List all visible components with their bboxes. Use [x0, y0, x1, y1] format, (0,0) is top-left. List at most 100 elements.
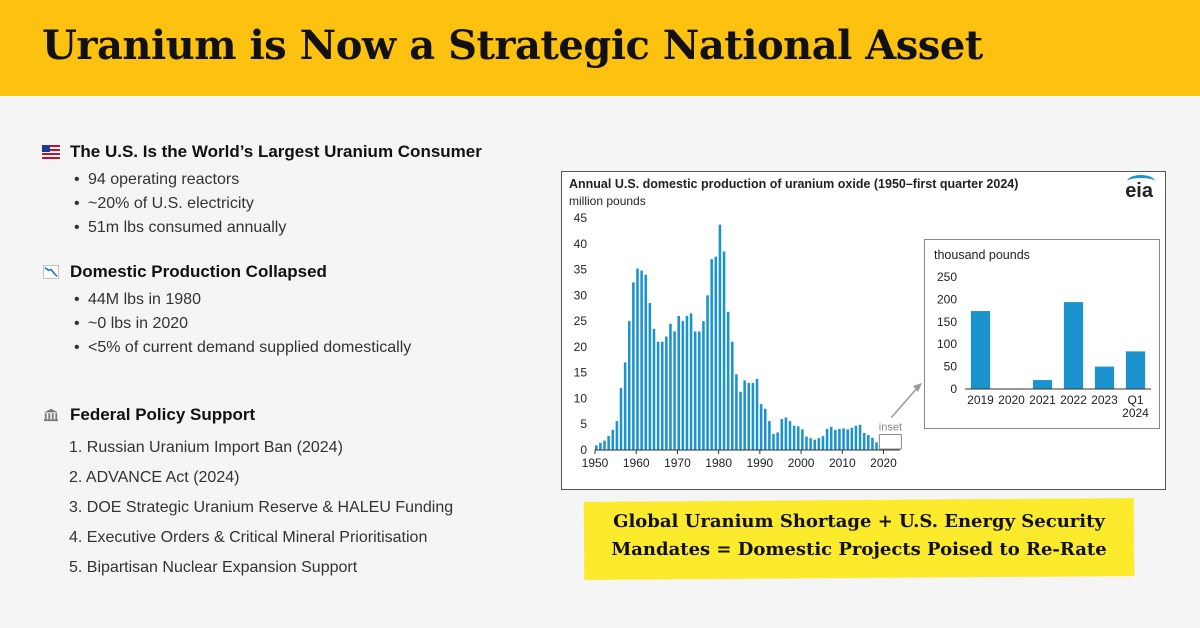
policy-heading: Federal Policy Support	[42, 405, 453, 425]
x-tick-label: 1950	[582, 456, 609, 470]
y-tick-label: 35	[574, 263, 588, 277]
bar	[846, 429, 849, 450]
bar	[681, 321, 685, 450]
x-tick-label: 2010	[829, 456, 856, 470]
list-item: 1. Russian Uranium Import Ban (2024)	[69, 439, 343, 456]
inset-y-tick-label: 250	[937, 270, 957, 284]
bar	[813, 439, 817, 450]
bar	[673, 331, 676, 450]
bar	[619, 388, 623, 450]
inset-x-tick-label: 2020	[998, 393, 1025, 407]
y-tick-label: 0	[580, 443, 587, 457]
bar	[858, 424, 862, 450]
bar	[677, 315, 680, 450]
inset-x-tick-label: 2023	[1091, 393, 1118, 407]
list-item: 5. Bipartisan Nuclear Expansion Support	[69, 559, 358, 576]
bar	[656, 341, 660, 450]
list-item: <5% of current demand supplied domestica…	[74, 336, 411, 360]
inset-y-tick-label: 100	[937, 337, 957, 351]
x-tick-label: 1970	[664, 456, 691, 470]
y-tick-label: 30	[574, 288, 588, 302]
bar	[652, 328, 656, 450]
callout-line-1: Global Uranium Shortage + U.S. Energy Se…	[613, 511, 1105, 532]
bar	[623, 362, 627, 450]
x-tick-label: 1980	[705, 456, 732, 470]
inset-arrow-line	[890, 386, 919, 419]
bar	[751, 382, 755, 450]
inset-bar	[1125, 351, 1146, 389]
inset-y-tick-label: 150	[937, 315, 957, 329]
inset-arrow-head	[913, 383, 922, 392]
bar	[763, 408, 767, 450]
inset-x-tick-label: 2019	[967, 393, 994, 407]
inset-y-tick-label: 0	[950, 382, 957, 396]
bar	[772, 434, 775, 450]
chart-title: Annual U.S. domestic production of urani…	[569, 177, 1019, 191]
bar	[698, 331, 701, 450]
bar	[755, 378, 759, 450]
bar	[743, 380, 746, 450]
bar	[718, 224, 722, 450]
bar	[875, 442, 878, 450]
bar	[611, 429, 615, 450]
bar	[788, 421, 792, 450]
x-tick-label: 1960	[623, 456, 650, 470]
list-item: 94 operating reactors	[74, 168, 482, 192]
x-tick-label: 2020	[870, 456, 897, 470]
bar	[615, 421, 619, 450]
y-tick-label: 10	[574, 391, 588, 405]
y-tick-label: 15	[574, 366, 588, 380]
bar	[644, 274, 648, 450]
bar	[731, 341, 734, 450]
inset-y-unit: thousand pounds	[934, 248, 1030, 262]
inset-x-tick-label: 2022	[1060, 393, 1087, 407]
bar	[632, 282, 635, 450]
inset-bar	[1063, 302, 1084, 389]
bar	[834, 429, 837, 450]
y-tick-label: 5	[580, 417, 587, 431]
inset-annotation: inset	[879, 422, 902, 434]
bar	[669, 323, 672, 450]
bar	[702, 321, 705, 450]
title-banner: Uranium is Now a Strategic National Asse…	[0, 0, 1200, 96]
consumer-list: 94 operating reactors ~20% of U.S. elect…	[42, 168, 482, 240]
inset-x-tick-label: 2021	[1029, 393, 1056, 407]
bar	[850, 427, 854, 450]
eia-logo-arc	[1127, 175, 1155, 188]
inset-bar	[970, 311, 991, 389]
x-tick-label: 1990	[747, 456, 774, 470]
bar	[689, 313, 693, 450]
list-item: ~20% of U.S. electricity	[74, 192, 482, 216]
bar	[801, 429, 804, 450]
bar	[780, 419, 784, 450]
bar	[640, 270, 643, 450]
bar	[821, 436, 825, 450]
inset-x-tick-label: 2024	[1122, 406, 1149, 420]
us-flag-icon	[42, 145, 60, 159]
y-tick-label: 45	[574, 211, 588, 225]
bar	[735, 374, 738, 450]
chart-y-unit: million pounds	[569, 194, 646, 208]
chart-decreasing-icon	[43, 265, 59, 279]
production-heading: Domestic Production Collapsed	[42, 262, 411, 282]
bar	[595, 445, 598, 450]
bar	[665, 336, 668, 450]
bar	[714, 256, 718, 450]
bar	[768, 421, 771, 450]
bar	[693, 331, 697, 450]
classical-building-icon	[44, 408, 58, 422]
production-title: Domestic Production Collapsed	[70, 262, 327, 281]
policy-list: 1. Russian Uranium Import Ban (2024) 2. …	[42, 433, 453, 583]
bar	[607, 436, 610, 450]
bar	[739, 391, 742, 450]
bar	[838, 428, 841, 450]
bar	[784, 417, 788, 450]
bar	[854, 425, 858, 450]
bar	[871, 437, 874, 450]
bar	[862, 432, 866, 450]
bar	[817, 438, 821, 450]
y-tick-label: 20	[574, 340, 588, 354]
list-item: 44M lbs in 1980	[74, 288, 411, 312]
bar	[867, 435, 870, 450]
production-list: 44M lbs in 1980 ~0 lbs in 2020 <5% of cu…	[42, 288, 411, 360]
